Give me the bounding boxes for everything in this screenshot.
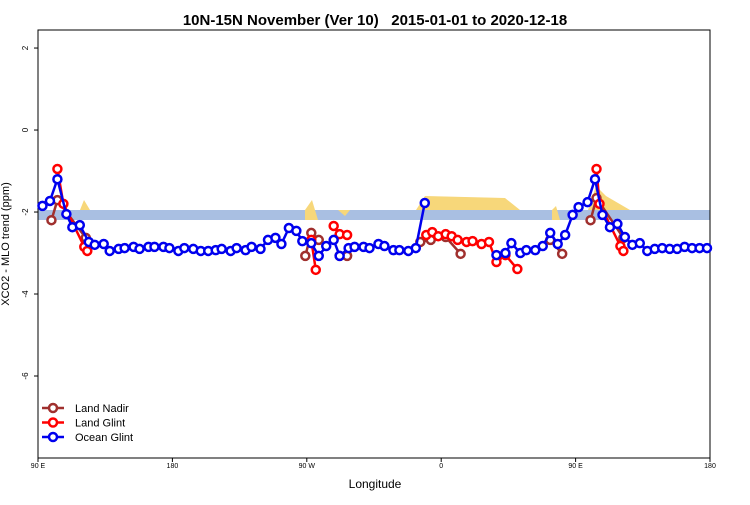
x-axis-label: Longitude (349, 477, 402, 491)
data-point (559, 229, 571, 241)
data-point (134, 243, 145, 255)
legend-label: Land Glint (75, 418, 125, 430)
data-point (246, 241, 257, 253)
legend-marker (47, 417, 59, 428)
data-point (61, 208, 72, 220)
y-tick-label: -4 (21, 290, 30, 298)
data-point (104, 245, 115, 257)
data-point (419, 197, 431, 209)
chart-title: 10N-15N November (Ver 10) 2015-01-01 to … (183, 12, 567, 29)
data-point (410, 242, 422, 254)
data-point (119, 242, 130, 254)
data-point (306, 237, 317, 249)
data-point (619, 231, 631, 243)
data-point (612, 218, 623, 230)
data-point (500, 247, 511, 259)
data-point (46, 214, 57, 226)
data-point (552, 238, 563, 250)
data-point (149, 241, 160, 253)
y-tick-label: 0 (21, 127, 30, 132)
data-point (37, 200, 48, 212)
data-point (521, 244, 532, 256)
data-point (512, 263, 523, 275)
data-point (52, 173, 63, 185)
data-point (310, 264, 322, 276)
data-point (313, 250, 324, 262)
data-point (300, 250, 311, 262)
data-point (567, 209, 578, 221)
data-point (634, 237, 646, 249)
data-point (179, 242, 190, 254)
data-point (618, 245, 629, 257)
x-tick-label: 90 E (31, 463, 46, 470)
data-point (364, 242, 375, 254)
data-point (582, 196, 593, 208)
data-point (52, 163, 63, 175)
data-point (597, 209, 608, 221)
legend-marker (47, 402, 59, 414)
data-point (349, 241, 360, 253)
data-point (506, 237, 517, 249)
x-tick-label: 0 (439, 463, 443, 470)
data-point (297, 235, 308, 247)
data-point (341, 229, 353, 241)
x-tick-label: 180 (704, 463, 716, 470)
data-point (537, 240, 548, 252)
data-point (82, 245, 93, 257)
y-tick-label: -2 (21, 208, 30, 216)
data-point (589, 173, 601, 185)
data-point (216, 243, 227, 255)
data-point (491, 249, 502, 261)
data-point (379, 240, 390, 252)
data-point (98, 238, 109, 250)
data-point (231, 242, 242, 254)
data-point (483, 236, 495, 248)
y-tick-label: 2 (21, 45, 30, 50)
legend-label: Ocean Glint (75, 432, 133, 444)
data-point (89, 239, 100, 251)
data-point (328, 220, 339, 232)
data-point (255, 243, 266, 255)
data-point (44, 195, 56, 207)
x-tick-label: 180 (167, 463, 179, 470)
data-point (394, 244, 405, 256)
x-tick-label: 90 E (568, 463, 583, 470)
data-point (328, 234, 339, 246)
data-point (573, 201, 584, 213)
legend-marker (47, 431, 59, 443)
data-point (467, 235, 478, 247)
data-point (591, 163, 602, 175)
x-tick-label: 90 W (299, 463, 316, 470)
data-point (585, 214, 596, 226)
y-axis-label: XCO2 - MLO trend (ppm) (0, 182, 12, 305)
y-tick-label: -6 (21, 372, 30, 380)
data-point (455, 248, 466, 260)
data-point (556, 248, 568, 260)
data-point (544, 227, 556, 239)
data-point (276, 238, 287, 250)
data-point (270, 232, 281, 244)
data-point (74, 219, 86, 231)
data-point (320, 240, 332, 252)
data-point (701, 242, 713, 254)
data-point (334, 250, 345, 262)
data-point (452, 234, 463, 246)
legend-label: Land Nadir (75, 403, 129, 415)
data-point (164, 242, 175, 254)
data-point (291, 225, 302, 237)
data-point (530, 244, 541, 256)
background-band (38, 186, 710, 220)
